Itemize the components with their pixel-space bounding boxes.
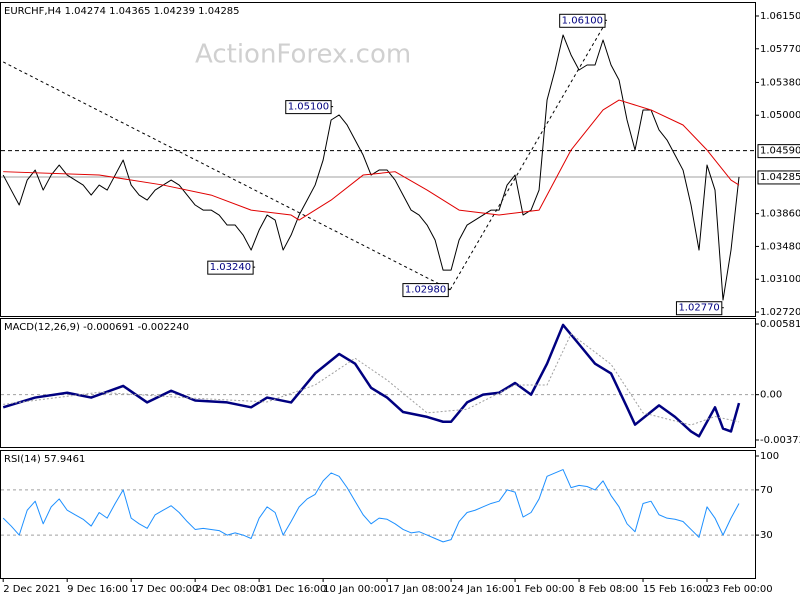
- x-tick-label: 17 Jan 08:00: [387, 584, 450, 595]
- y-tick-label: 1.03480: [760, 241, 800, 252]
- x-tick-label: 9 Dec 16:00: [67, 584, 128, 595]
- annotation-label: 1.06100: [562, 15, 603, 26]
- y-tick-label: 1.02720: [760, 307, 800, 318]
- level-label: 1.04285: [760, 172, 800, 183]
- annotation-label: 1.02770: [678, 303, 719, 314]
- panel: [0, 450, 756, 579]
- trendline: [449, 20, 608, 290]
- annotation-label: 1.03240: [210, 262, 251, 273]
- y-tick-label: 100: [760, 451, 779, 462]
- x-tick-label: 24 Dec 08:00: [195, 584, 262, 595]
- annotation-label: 1.02980: [405, 285, 446, 296]
- y-tick-label: 1.05380: [760, 77, 800, 88]
- panel-title: MACD(12,26,9) -0.000691 -0.002240: [4, 322, 189, 333]
- y-tick-label: 30: [760, 530, 773, 541]
- series-line: [3, 333, 740, 426]
- y-tick-label: 1.05000: [760, 110, 800, 121]
- series-line: [2, 469, 740, 543]
- panel-title: RSI(14) 57.9461: [4, 454, 85, 465]
- label-box: [757, 144, 800, 159]
- x-tick-label: 31 Dec 16:00: [259, 584, 326, 595]
- y-tick-label: -0.003733: [760, 435, 800, 446]
- x-tick-label: 15 Feb 16:00: [643, 584, 709, 595]
- series-line: [2, 34, 740, 301]
- x-tick-label: 10 Jan 00:00: [323, 584, 386, 595]
- x-tick-label: 1 Feb 00:00: [515, 584, 574, 595]
- series-line: [2, 323, 741, 438]
- y-tick-label: 0.005818: [760, 319, 800, 330]
- label-box: [285, 100, 332, 115]
- y-tick-label: 1.06150: [760, 11, 800, 22]
- label-box: [757, 170, 800, 185]
- panel-title: EURCHF,H4 1.04274 1.04365 1.04239 1.0428…: [4, 6, 240, 17]
- y-tick-label: 1.03860: [760, 209, 800, 220]
- y-tick-label: 70: [760, 485, 773, 496]
- x-tick-label: 2 Dec 2021: [3, 584, 61, 595]
- x-tick-label: 24 Jan 16:00: [451, 584, 514, 595]
- label-box: [675, 301, 723, 316]
- y-tick-label: 1.05770: [760, 44, 800, 55]
- y-tick-label: 1.03100: [760, 274, 800, 285]
- label-box: [207, 260, 254, 275]
- x-tick-label: 8 Feb 08:00: [579, 584, 638, 595]
- level-label: 1.04590: [760, 146, 800, 157]
- series-line: [3, 99, 740, 221]
- panel: [0, 2, 756, 317]
- x-tick-label: 23 Feb 00:00: [707, 584, 773, 595]
- label-box: [402, 283, 449, 298]
- watermark: ActionForex.com: [195, 40, 411, 70]
- annotation-label: 1.05100: [288, 102, 329, 113]
- panel: [0, 318, 756, 448]
- x-tick-label: 17 Dec 00:00: [131, 584, 198, 595]
- label-box: [559, 13, 606, 28]
- y-tick-label: 0.00: [760, 390, 782, 401]
